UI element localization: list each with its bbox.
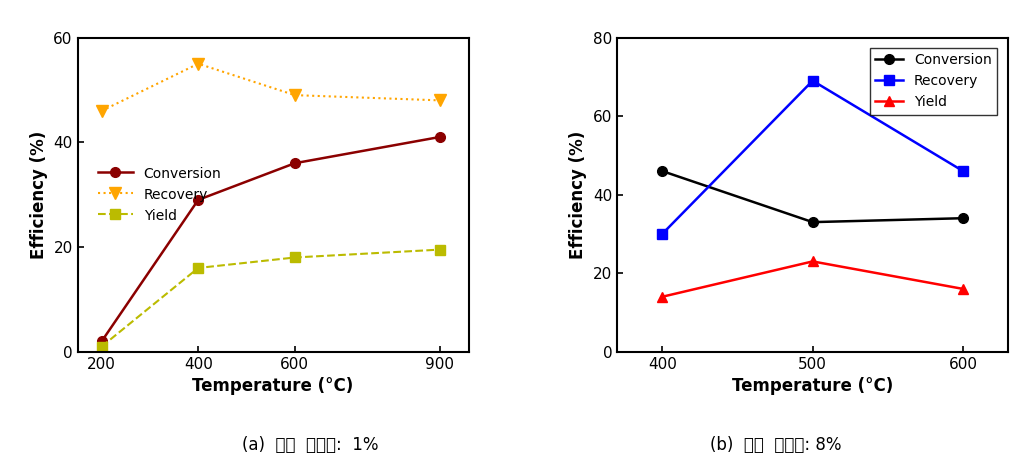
- Legend: Conversion, Recovery, Yield: Conversion, Recovery, Yield: [870, 48, 998, 114]
- Y-axis label: Efficiency (%): Efficiency (%): [570, 130, 587, 259]
- Conversion: [288, 160, 301, 166]
- Yield: [956, 286, 969, 292]
- Line: Conversion: Conversion: [97, 132, 445, 346]
- Text: (a)  원료  함수율:  1%: (a) 원료 함수율: 1%: [242, 436, 378, 454]
- Yield: [288, 255, 301, 260]
- Yield: [656, 294, 668, 300]
- Line: Yield: Yield: [658, 257, 968, 302]
- Text: (b)  원료  함수율: 8%: (b) 원료 함수율: 8%: [709, 436, 842, 454]
- Line: Recovery: Recovery: [96, 58, 446, 116]
- Yield: [192, 265, 205, 271]
- Recovery: [192, 61, 205, 67]
- Recovery: [807, 78, 819, 83]
- Conversion: [956, 215, 969, 221]
- Recovery: [288, 92, 301, 98]
- Conversion: [192, 197, 205, 203]
- Conversion: [656, 168, 668, 174]
- Yield: [807, 258, 819, 264]
- Recovery: [95, 108, 108, 113]
- Yield: [95, 344, 108, 349]
- Line: Recovery: Recovery: [658, 76, 968, 239]
- Conversion: [807, 219, 819, 225]
- X-axis label: Temperature (°C): Temperature (°C): [192, 377, 354, 395]
- Conversion: [433, 134, 446, 140]
- Line: Yield: Yield: [97, 245, 445, 351]
- Line: Conversion: Conversion: [658, 166, 968, 227]
- Recovery: [656, 231, 668, 237]
- X-axis label: Temperature (°C): Temperature (°C): [732, 377, 893, 395]
- Legend: Conversion, Recovery, Yield: Conversion, Recovery, Yield: [92, 161, 227, 228]
- Y-axis label: Efficiency (%): Efficiency (%): [30, 130, 48, 259]
- Yield: [433, 247, 446, 252]
- Conversion: [95, 339, 108, 344]
- Recovery: [433, 98, 446, 103]
- Recovery: [956, 168, 969, 174]
